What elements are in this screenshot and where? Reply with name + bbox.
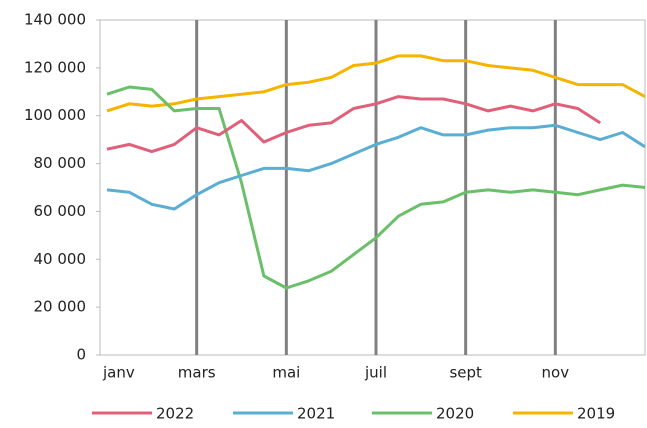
x-tick-label: nov (542, 364, 570, 382)
y-tick-label: 120 000 (24, 58, 86, 76)
y-tick-label: 80 000 (34, 154, 87, 172)
y-tick-label: 40 000 (34, 250, 87, 268)
y-tick-label: 0 (76, 346, 86, 364)
legend-label: 2020 (436, 405, 474, 423)
x-tick-label: mai (272, 364, 300, 382)
series-line (106, 95, 602, 154)
legend-label: 2021 (297, 405, 335, 423)
x-tick-label: sept (449, 364, 482, 382)
series-line (106, 54, 646, 113)
y-tick-label: 100 000 (24, 106, 86, 124)
x-tick-label: juil (364, 364, 387, 382)
x-tick-label: janv (102, 364, 135, 382)
x-tick-label: mars (178, 364, 216, 382)
y-tick-label: 60 000 (34, 202, 87, 220)
plot-frame (99, 19, 646, 356)
legend-label: 2022 (156, 405, 194, 423)
y-tick-label: 140 000 (24, 11, 86, 29)
y-tick-label: 20 000 (34, 298, 87, 316)
series-line (106, 85, 646, 290)
series-line (106, 123, 646, 211)
legend-label: 2019 (577, 405, 615, 423)
